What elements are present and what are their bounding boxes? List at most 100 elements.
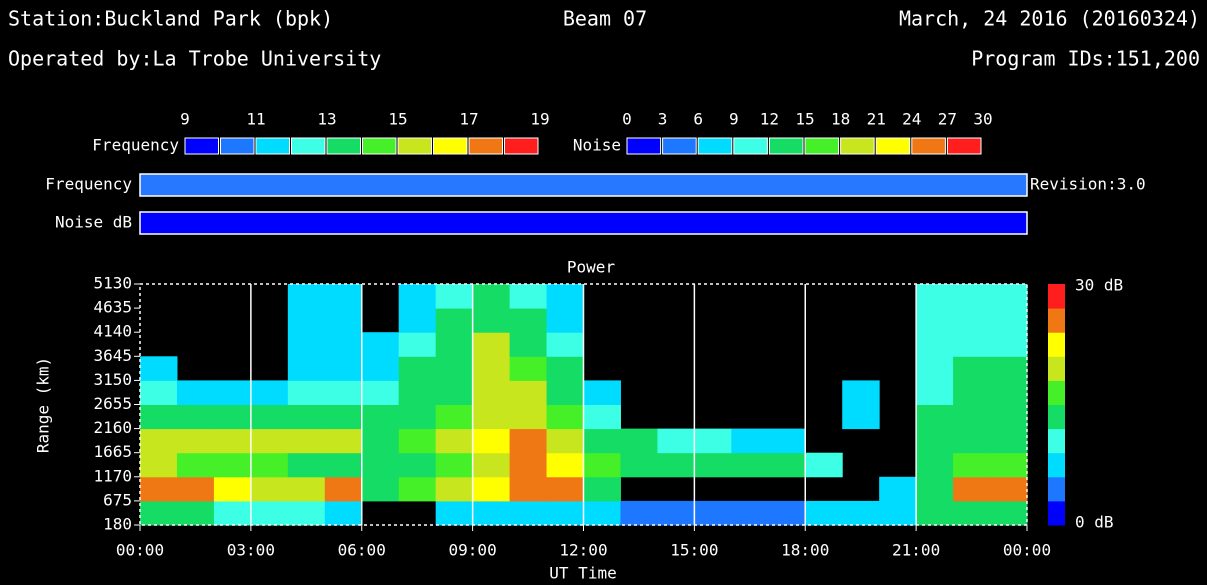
heat-cell	[583, 452, 621, 478]
heat-cell	[213, 380, 252, 405]
scale-box	[662, 137, 697, 155]
heat-cell	[472, 332, 511, 357]
y-tick-label: 3645	[93, 346, 132, 365]
heat-cell	[250, 404, 289, 430]
heat-cell	[250, 500, 289, 526]
heat-cell	[509, 452, 548, 478]
heat-cell	[953, 332, 991, 357]
heat-cell	[731, 452, 769, 478]
heat-cell	[287, 308, 326, 333]
heat-cell	[324, 500, 363, 526]
heat-cell	[361, 356, 400, 381]
x-tick-label: 09:00	[449, 541, 497, 560]
scale-box	[291, 137, 326, 155]
frequency-tick: 11	[246, 110, 265, 129]
heat-cell	[509, 500, 548, 526]
noise-tick: 3	[658, 110, 668, 129]
heat-cell	[140, 404, 178, 430]
heat-cell	[361, 332, 400, 357]
frequency-tick: 9	[180, 110, 190, 129]
heat-cell	[694, 500, 732, 526]
heat-cell	[213, 428, 252, 454]
x-tick-label: 12:00	[559, 541, 607, 560]
heat-cell	[361, 404, 400, 430]
heat-cell	[546, 332, 584, 357]
heat-cell	[213, 500, 252, 526]
x-tick-label: 06:00	[338, 541, 386, 560]
heat-cell	[176, 452, 215, 478]
scale-box	[946, 137, 982, 155]
programs: Program IDs:151,200	[971, 47, 1200, 71]
heat-cell	[731, 500, 769, 526]
heat-cell	[916, 356, 954, 381]
heat-cell	[435, 500, 474, 526]
scale-box	[397, 137, 432, 155]
heat-cell	[176, 404, 215, 430]
heat-cell	[324, 308, 363, 333]
heat-cell	[287, 404, 326, 430]
heat-cell	[768, 452, 806, 478]
operator: Operated by:La Trobe University	[8, 47, 381, 71]
x-tick-label: 03:00	[227, 541, 275, 560]
heat-cell	[472, 356, 511, 381]
heat-cell	[140, 476, 178, 502]
heat-cell	[509, 428, 548, 454]
heat-cell	[324, 356, 363, 381]
revision: Revision:3.0	[1030, 175, 1146, 194]
y-tick-label: 5130	[93, 274, 132, 293]
heat-cell	[250, 452, 289, 478]
heat-cell	[842, 404, 880, 430]
y-tick-label: 4140	[93, 322, 132, 341]
noise-tick: 21	[867, 110, 886, 129]
heat-cell	[620, 452, 658, 478]
y-tick-label: 675	[103, 490, 132, 509]
heat-cell	[361, 476, 400, 502]
scale-box	[840, 137, 875, 155]
heat-cell	[361, 452, 400, 478]
heat-cell	[916, 284, 954, 309]
heat-cell	[768, 500, 806, 526]
heat-cell	[916, 428, 954, 454]
heat-cell	[546, 452, 584, 478]
noise-tick: 30	[973, 110, 992, 129]
heat-cell	[472, 404, 511, 430]
heat-cell	[509, 380, 548, 405]
heat-cell	[324, 380, 363, 405]
heat-cell	[398, 404, 437, 430]
noise-tick: 18	[831, 110, 850, 129]
heat-cell	[842, 500, 880, 526]
station: Station:Buckland Park (bpk)	[8, 7, 333, 31]
heat-cell	[472, 380, 511, 405]
heat-cell	[287, 500, 326, 526]
parameter-bar	[139, 173, 1028, 197]
heat-cell	[768, 428, 806, 454]
heat-cell	[990, 356, 1028, 381]
heat-cell	[287, 452, 326, 478]
scale-box	[911, 137, 946, 155]
heat-cell	[324, 404, 363, 430]
heat-cell	[990, 380, 1028, 405]
scale-box	[626, 137, 662, 155]
heat-cell	[583, 380, 621, 405]
x-tick-label: 00:00	[1003, 541, 1051, 560]
y-tick-label: 4635	[93, 298, 132, 317]
bar-label: Frequency	[45, 175, 132, 194]
scale-name: Frequency	[92, 136, 179, 155]
heat-cell	[509, 284, 548, 309]
beam: Beam 07	[563, 7, 647, 31]
scale-name: Noise	[573, 136, 621, 155]
heat-cell	[509, 404, 548, 430]
heat-cell	[435, 380, 474, 405]
y-tick-label: 1665	[93, 442, 132, 461]
heat-cell	[435, 428, 474, 454]
heat-cell	[213, 404, 252, 430]
heat-cell	[509, 332, 548, 357]
scale-box	[468, 137, 503, 155]
y-tick-label: 2655	[93, 394, 132, 413]
heat-cell	[916, 380, 954, 405]
colorbar-cell	[1048, 284, 1065, 309]
scale-box	[804, 137, 840, 155]
noise-tick: 6	[693, 110, 703, 129]
heat-cell	[546, 284, 584, 309]
date: March, 24 2016 (20160324)	[899, 7, 1200, 31]
